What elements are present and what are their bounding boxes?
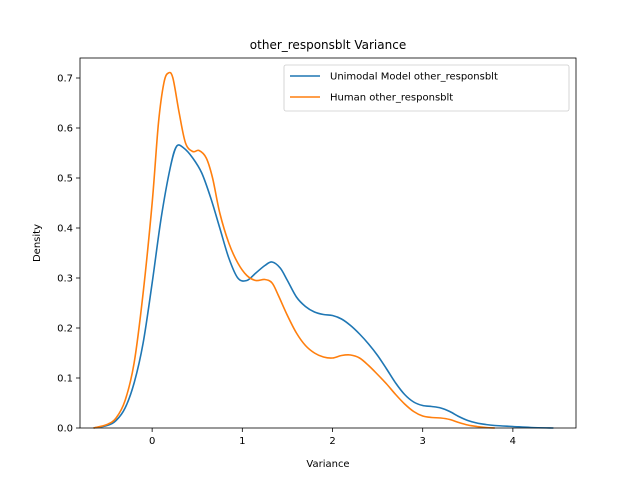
plot-lines xyxy=(93,71,554,429)
x-tick-label: 3 xyxy=(420,436,426,447)
x-axis-label: Variance xyxy=(306,459,349,470)
y-axis-label: Density xyxy=(32,224,43,262)
y-tick-label: 0.7 xyxy=(57,74,73,85)
chart-title: other_responsblt Variance xyxy=(250,38,406,52)
legend-label-1: Unimodal Model other_responsblt xyxy=(330,72,498,83)
x-tick-label: 2 xyxy=(329,436,335,447)
legend: Unimodal Model other_responsblt Human oth… xyxy=(283,64,570,112)
x-axis-ticks: 0 1 2 3 4 xyxy=(149,428,516,447)
y-tick-label: 0.3 xyxy=(57,274,73,285)
y-tick-label: 0.4 xyxy=(57,224,73,235)
x-tick-label: 4 xyxy=(510,436,516,447)
y-axis-ticks: 0.0 0.1 0.2 0.3 0.4 0.5 0.6 0.7 xyxy=(57,74,80,435)
series-line-2 xyxy=(93,71,495,429)
plot-frame xyxy=(79,57,577,429)
series-line-1 xyxy=(93,144,554,429)
y-tick-label: 0.2 xyxy=(57,324,73,335)
legend-label-2: Human other_responsblt xyxy=(330,93,453,104)
legend-box xyxy=(283,64,570,112)
y-tick-label: 0.6 xyxy=(57,124,73,135)
x-tick-label: 0 xyxy=(149,436,155,447)
y-tick-label: 0.0 xyxy=(57,424,73,435)
y-tick-label: 0.5 xyxy=(57,174,73,185)
y-tick-label: 0.1 xyxy=(57,374,73,385)
x-tick-label: 1 xyxy=(239,436,245,447)
